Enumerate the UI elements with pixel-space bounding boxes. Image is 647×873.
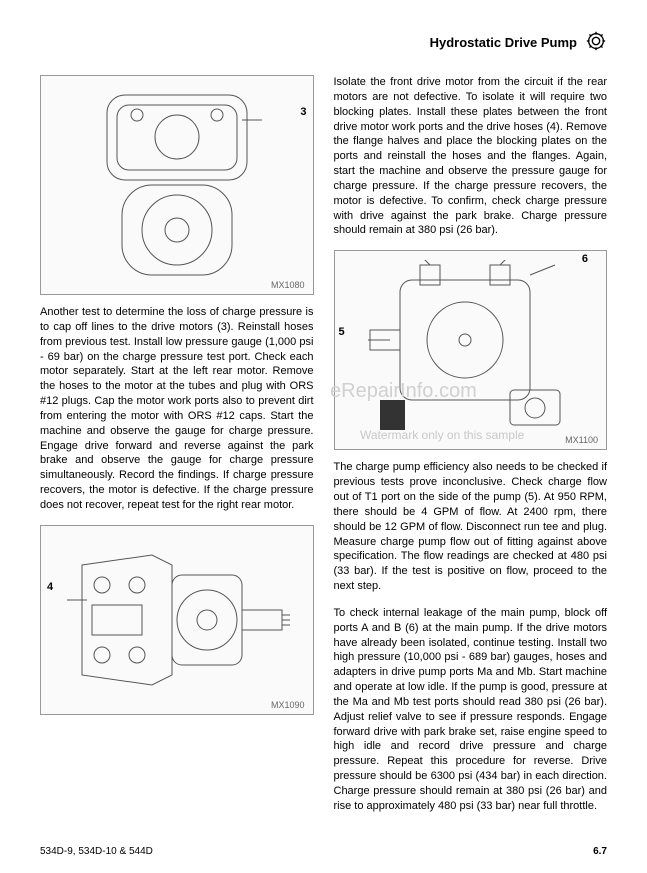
motor-top-diagram	[87, 85, 267, 285]
callout-5: 5	[339, 326, 345, 338]
paragraph-right-1: Isolate the front drive motor from the c…	[334, 75, 608, 238]
left-column: 3 MX1080 Another test to determine the l…	[40, 75, 314, 826]
callout-4: 4	[47, 581, 53, 593]
callout-6: 6	[582, 253, 588, 265]
callout-3: 3	[300, 106, 306, 118]
figure-label: MX1090	[271, 700, 305, 710]
paragraph-left-1: Another test to determine the loss of ch…	[40, 305, 314, 513]
pump-diagram	[360, 260, 580, 440]
paragraph-right-3: To check internal leakage of the main pu…	[334, 606, 608, 814]
footer-page-number: 6.7	[593, 846, 607, 857]
paragraph-right-2: The charge pump efficiency also needs to…	[334, 460, 608, 594]
page-header: Hydrostatic Drive Pump	[40, 30, 607, 55]
figure-mx1080: 3 MX1080	[40, 75, 314, 295]
footer-models: 534D-9, 534D-10 & 544D	[40, 846, 153, 857]
page-footer: 534D-9, 534D-10 & 544D 6.7	[40, 846, 607, 857]
motor-side-diagram	[62, 535, 292, 705]
gear-icon	[585, 30, 607, 55]
right-column: Isolate the front drive motor from the c…	[334, 75, 608, 826]
figure-mx1090: 4 MX1090	[40, 525, 314, 715]
figure-mx1100: 6 5 MX1100	[334, 250, 608, 450]
figure-label: MX1080	[271, 280, 305, 290]
content-columns: 3 MX1080 Another test to determine the l…	[40, 75, 607, 826]
figure-label: MX1100	[565, 435, 598, 445]
section-title: Hydrostatic Drive Pump	[430, 35, 577, 50]
